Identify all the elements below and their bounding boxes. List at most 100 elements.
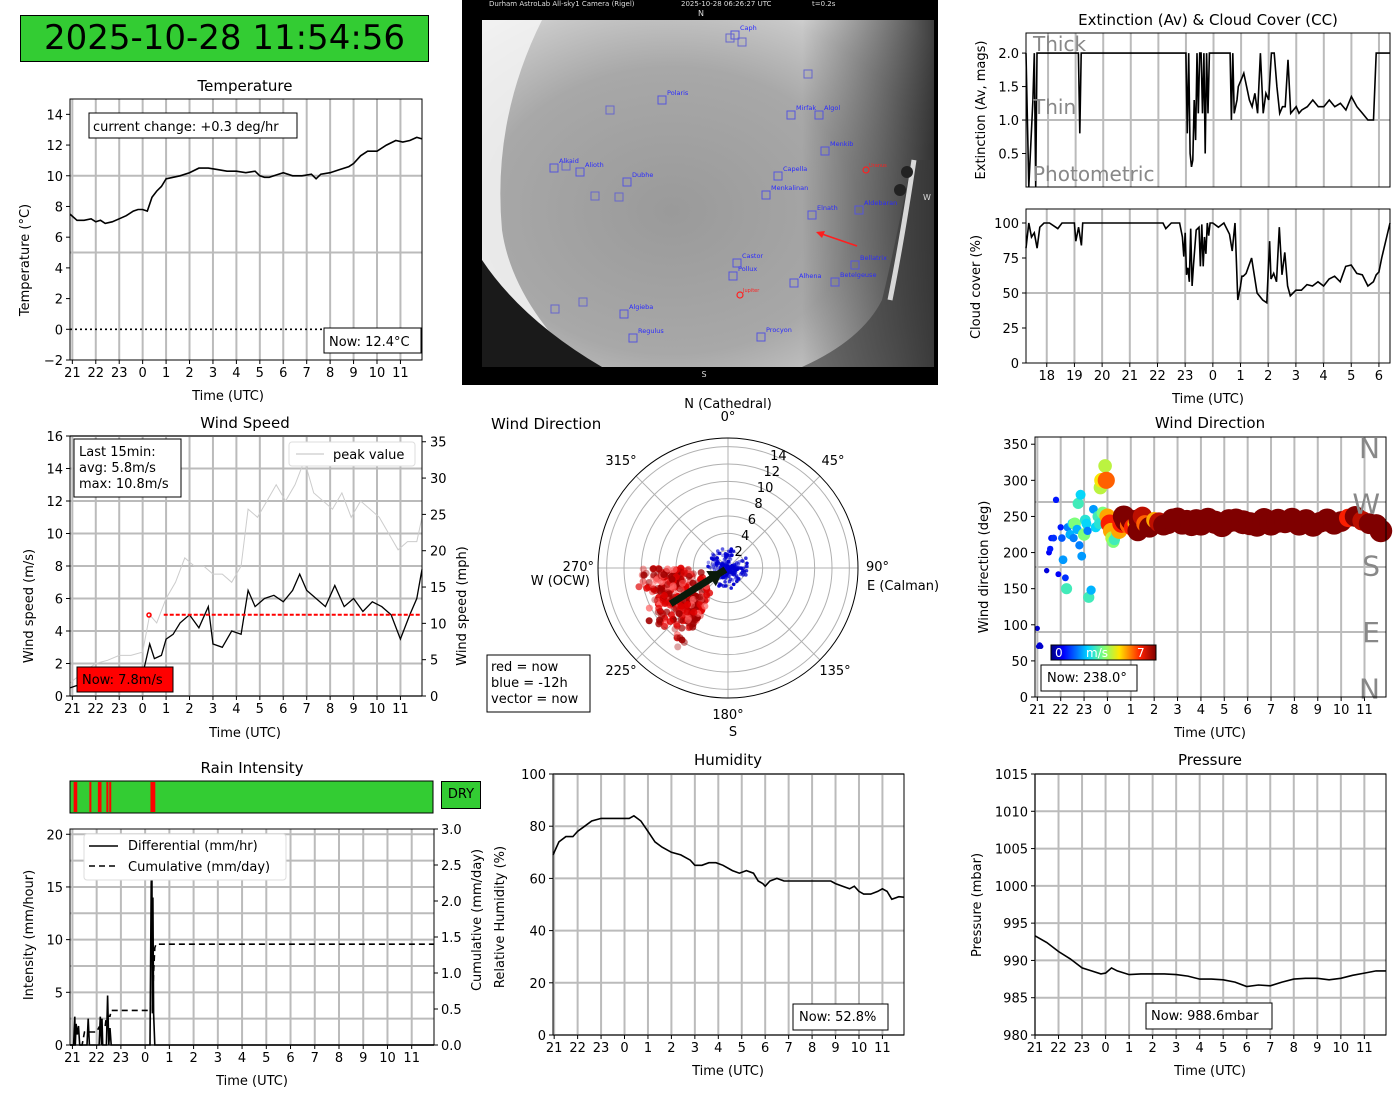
star-marker [786, 110, 796, 120]
legend [288, 441, 416, 467]
x-tick-label: 23 [1074, 1041, 1091, 1056]
y-tick-label: 20 [529, 977, 546, 992]
x-tick-label: 8 [808, 1041, 816, 1056]
star-label: Algieba [629, 303, 653, 311]
temperature-line [69, 136, 423, 225]
wind-point-blue [725, 552, 730, 557]
wind-point-blue [717, 551, 722, 556]
x-tick-label: 5 [1347, 369, 1355, 384]
wind-point-blue [706, 564, 710, 569]
star-marker [622, 177, 632, 187]
wind-point-blue [716, 559, 720, 564]
x-tick-label: 4 [232, 366, 240, 381]
star-label: Elnath [817, 204, 838, 212]
x-tick-label: 6 [1243, 1041, 1251, 1056]
x-tick-label: 2 [189, 1051, 197, 1066]
x-axis-label: Time (UTC) [215, 1074, 288, 1089]
dome-rail [887, 159, 917, 301]
label-north: N (Cathedral) [684, 397, 772, 412]
wind-point-red [680, 569, 688, 577]
radial-tick-label: 4 [741, 529, 749, 544]
direction-point [1058, 555, 1068, 565]
rain-band [73, 782, 78, 812]
x-tick-label: 8 [326, 366, 334, 381]
rain-band [109, 782, 112, 812]
y-tick-label: 200 [1003, 547, 1028, 562]
x-tick-label: 3 [214, 1051, 222, 1066]
star-marker [820, 146, 830, 156]
chart-title: Wind Direction [491, 415, 601, 433]
wind-point-blue [742, 569, 747, 574]
wind-point-red [651, 596, 659, 604]
y-tick-label: 995 [1003, 917, 1028, 932]
direction-point [1061, 574, 1069, 582]
x-tick-label: 1 [1236, 369, 1244, 384]
x-tick-label: 21 [546, 1041, 563, 1056]
x-tick-label: 2 [1264, 369, 1272, 384]
angle-0: 0° [721, 410, 736, 425]
allsky-camera-image: Caph Polaris Mirfak Algol Menkib Alkaid Alioth… [462, 0, 938, 385]
y-tick-label: 14 [46, 463, 63, 478]
y-tick-label: 10 [46, 170, 63, 185]
y-tick-label-right: 2.0 [441, 895, 462, 910]
y-tick-label-right: 25 [430, 508, 447, 523]
extinction-line [1025, 52, 1390, 188]
y-tick-label: 0 [1020, 691, 1028, 706]
x-tick-label: 21 [64, 366, 81, 381]
y-tick-label-right: 10 [430, 617, 447, 632]
legend [83, 833, 287, 881]
direction-point [1077, 551, 1087, 561]
plot-frame [69, 435, 423, 697]
x-tick-label: 22 [1050, 1041, 1067, 1056]
pressure-line [1034, 935, 1386, 988]
polar-frame [597, 437, 859, 699]
y-tick-label: 100 [1003, 619, 1028, 634]
star-marker [550, 304, 560, 314]
wind-point-blue [725, 562, 730, 567]
y-tick-label-right: 0.0 [441, 1039, 462, 1054]
x-tick-label: 11 [874, 1041, 891, 1056]
skycam-exposure: t=0.2s [812, 0, 836, 8]
rain-status-badge: DRY [441, 781, 481, 809]
x-tick-label: 7 [1266, 1041, 1274, 1056]
star-label: Menkalinan [771, 184, 808, 192]
y-tick-label: 1015 [995, 768, 1028, 783]
x-tick-label: 10 [1333, 703, 1350, 718]
star-marker [725, 33, 735, 43]
x-tick-label: 1 [1125, 1041, 1133, 1056]
angle-225: 225° [605, 664, 636, 679]
y-tick-label: 0 [538, 1029, 546, 1044]
star-label: Alkaid [559, 157, 579, 165]
angle-45: 45° [821, 454, 844, 469]
wind-point-red [639, 565, 647, 573]
wind-point-blue [725, 567, 730, 571]
angle-270: 270° [563, 560, 594, 575]
wind-point-red [679, 576, 687, 584]
wind-point-blue [727, 579, 732, 584]
direction-point [1075, 541, 1084, 550]
x-tick-label: 7 [303, 366, 311, 381]
now-box [76, 666, 174, 693]
angular-grid-line [727, 567, 821, 661]
y-tick-label-right: 0 [430, 690, 438, 705]
star-marker [575, 167, 585, 177]
star-label: Castor [742, 252, 763, 260]
y-tick-label: 10 [46, 934, 63, 949]
x-tick-label: 7 [303, 702, 311, 717]
y-tick-label: 100 [994, 217, 1019, 232]
x-tick-label: 23 [593, 1041, 610, 1056]
compass-s: S [701, 370, 706, 379]
y-tick-label: 1005 [995, 843, 1028, 858]
label-west: W (OCW) [531, 574, 590, 589]
star-label: Polaris [667, 89, 689, 97]
now-annotation: Now: 238.0° [1047, 671, 1127, 686]
direction-point [1052, 496, 1060, 504]
x-tick-label: 5 [256, 366, 264, 381]
cumulative-line [70, 943, 434, 1046]
plot-frame [552, 773, 905, 1036]
x-tick-label: 23 [1177, 369, 1194, 384]
wind-point-red [656, 616, 664, 624]
x-tick-label: 4 [714, 1041, 722, 1056]
y-tick-label: 100 [521, 768, 546, 783]
